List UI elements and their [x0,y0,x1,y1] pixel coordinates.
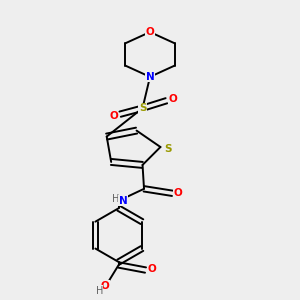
Text: O: O [109,111,118,121]
Text: O: O [174,188,183,198]
Text: N: N [146,72,154,82]
Text: O: O [168,94,177,104]
Text: O: O [147,264,156,274]
Text: N: N [119,196,128,206]
Text: O: O [146,27,154,37]
Text: H: H [112,194,119,204]
Text: O: O [101,280,110,291]
Text: S: S [164,143,172,154]
Text: H: H [95,286,103,296]
Text: S: S [139,103,146,113]
